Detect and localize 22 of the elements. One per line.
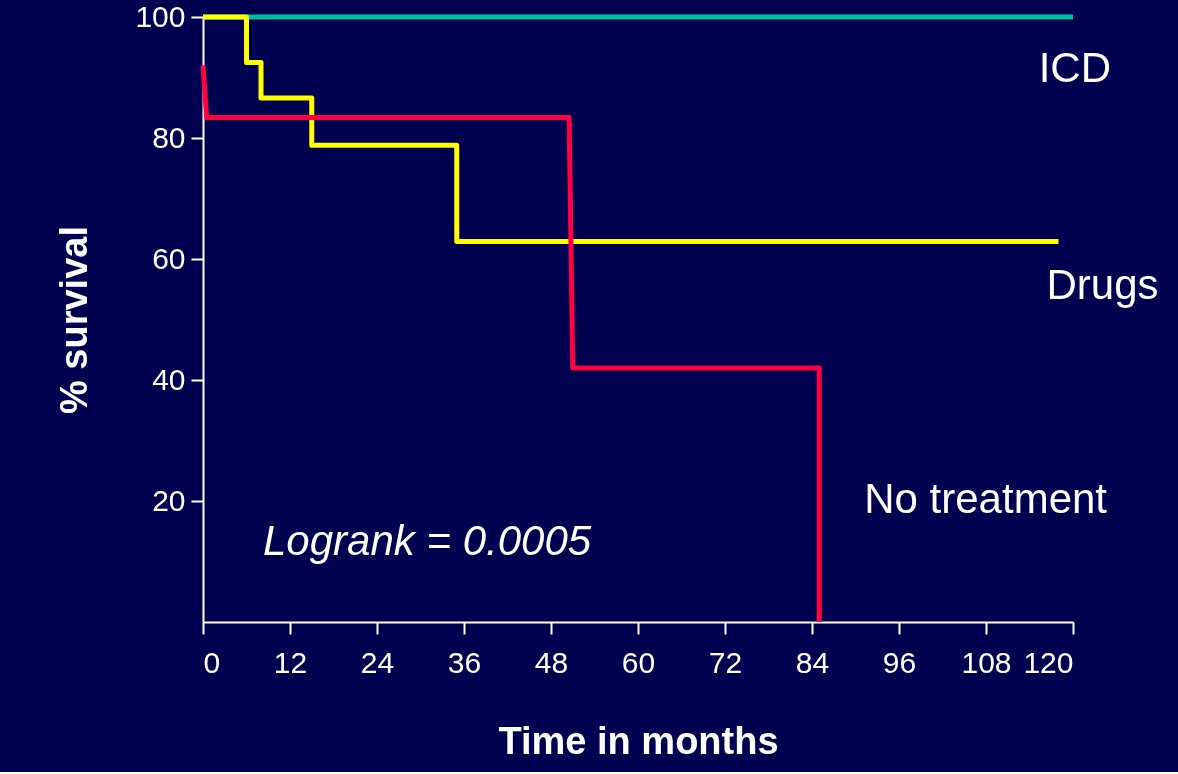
y-tick-label: 60 — [152, 241, 186, 275]
y-tick-label: 80 — [152, 120, 186, 154]
y-tick-label: 40 — [152, 362, 186, 396]
y-axis-title: % survival — [53, 226, 96, 414]
x-tick-label: 24 — [360, 645, 395, 679]
series-label: No treatment — [864, 475, 1108, 522]
x-tick-label: 72 — [708, 645, 743, 679]
y-tick-label: 100 — [135, 0, 186, 33]
x-axis-title: Time in months — [498, 719, 779, 762]
x-tick-label: 84 — [795, 645, 830, 679]
x-tick-label: 0 — [203, 645, 221, 679]
x-tick-label: 48 — [534, 645, 569, 679]
annotation: Logrank = 0.0005 — [263, 517, 592, 564]
x-tick-label: 12 — [273, 645, 308, 679]
series-label: Drugs — [1046, 261, 1159, 309]
x-tick-label: 60 — [621, 645, 656, 679]
series-label: ICD — [1038, 44, 1111, 91]
x-tick-label: 120 — [1023, 645, 1074, 679]
x-tick-label: 96 — [882, 645, 917, 679]
y-tick-label: 20 — [152, 483, 186, 517]
x-tick-label: 36 — [447, 645, 482, 679]
x-tick-label: 108 — [961, 645, 1012, 679]
